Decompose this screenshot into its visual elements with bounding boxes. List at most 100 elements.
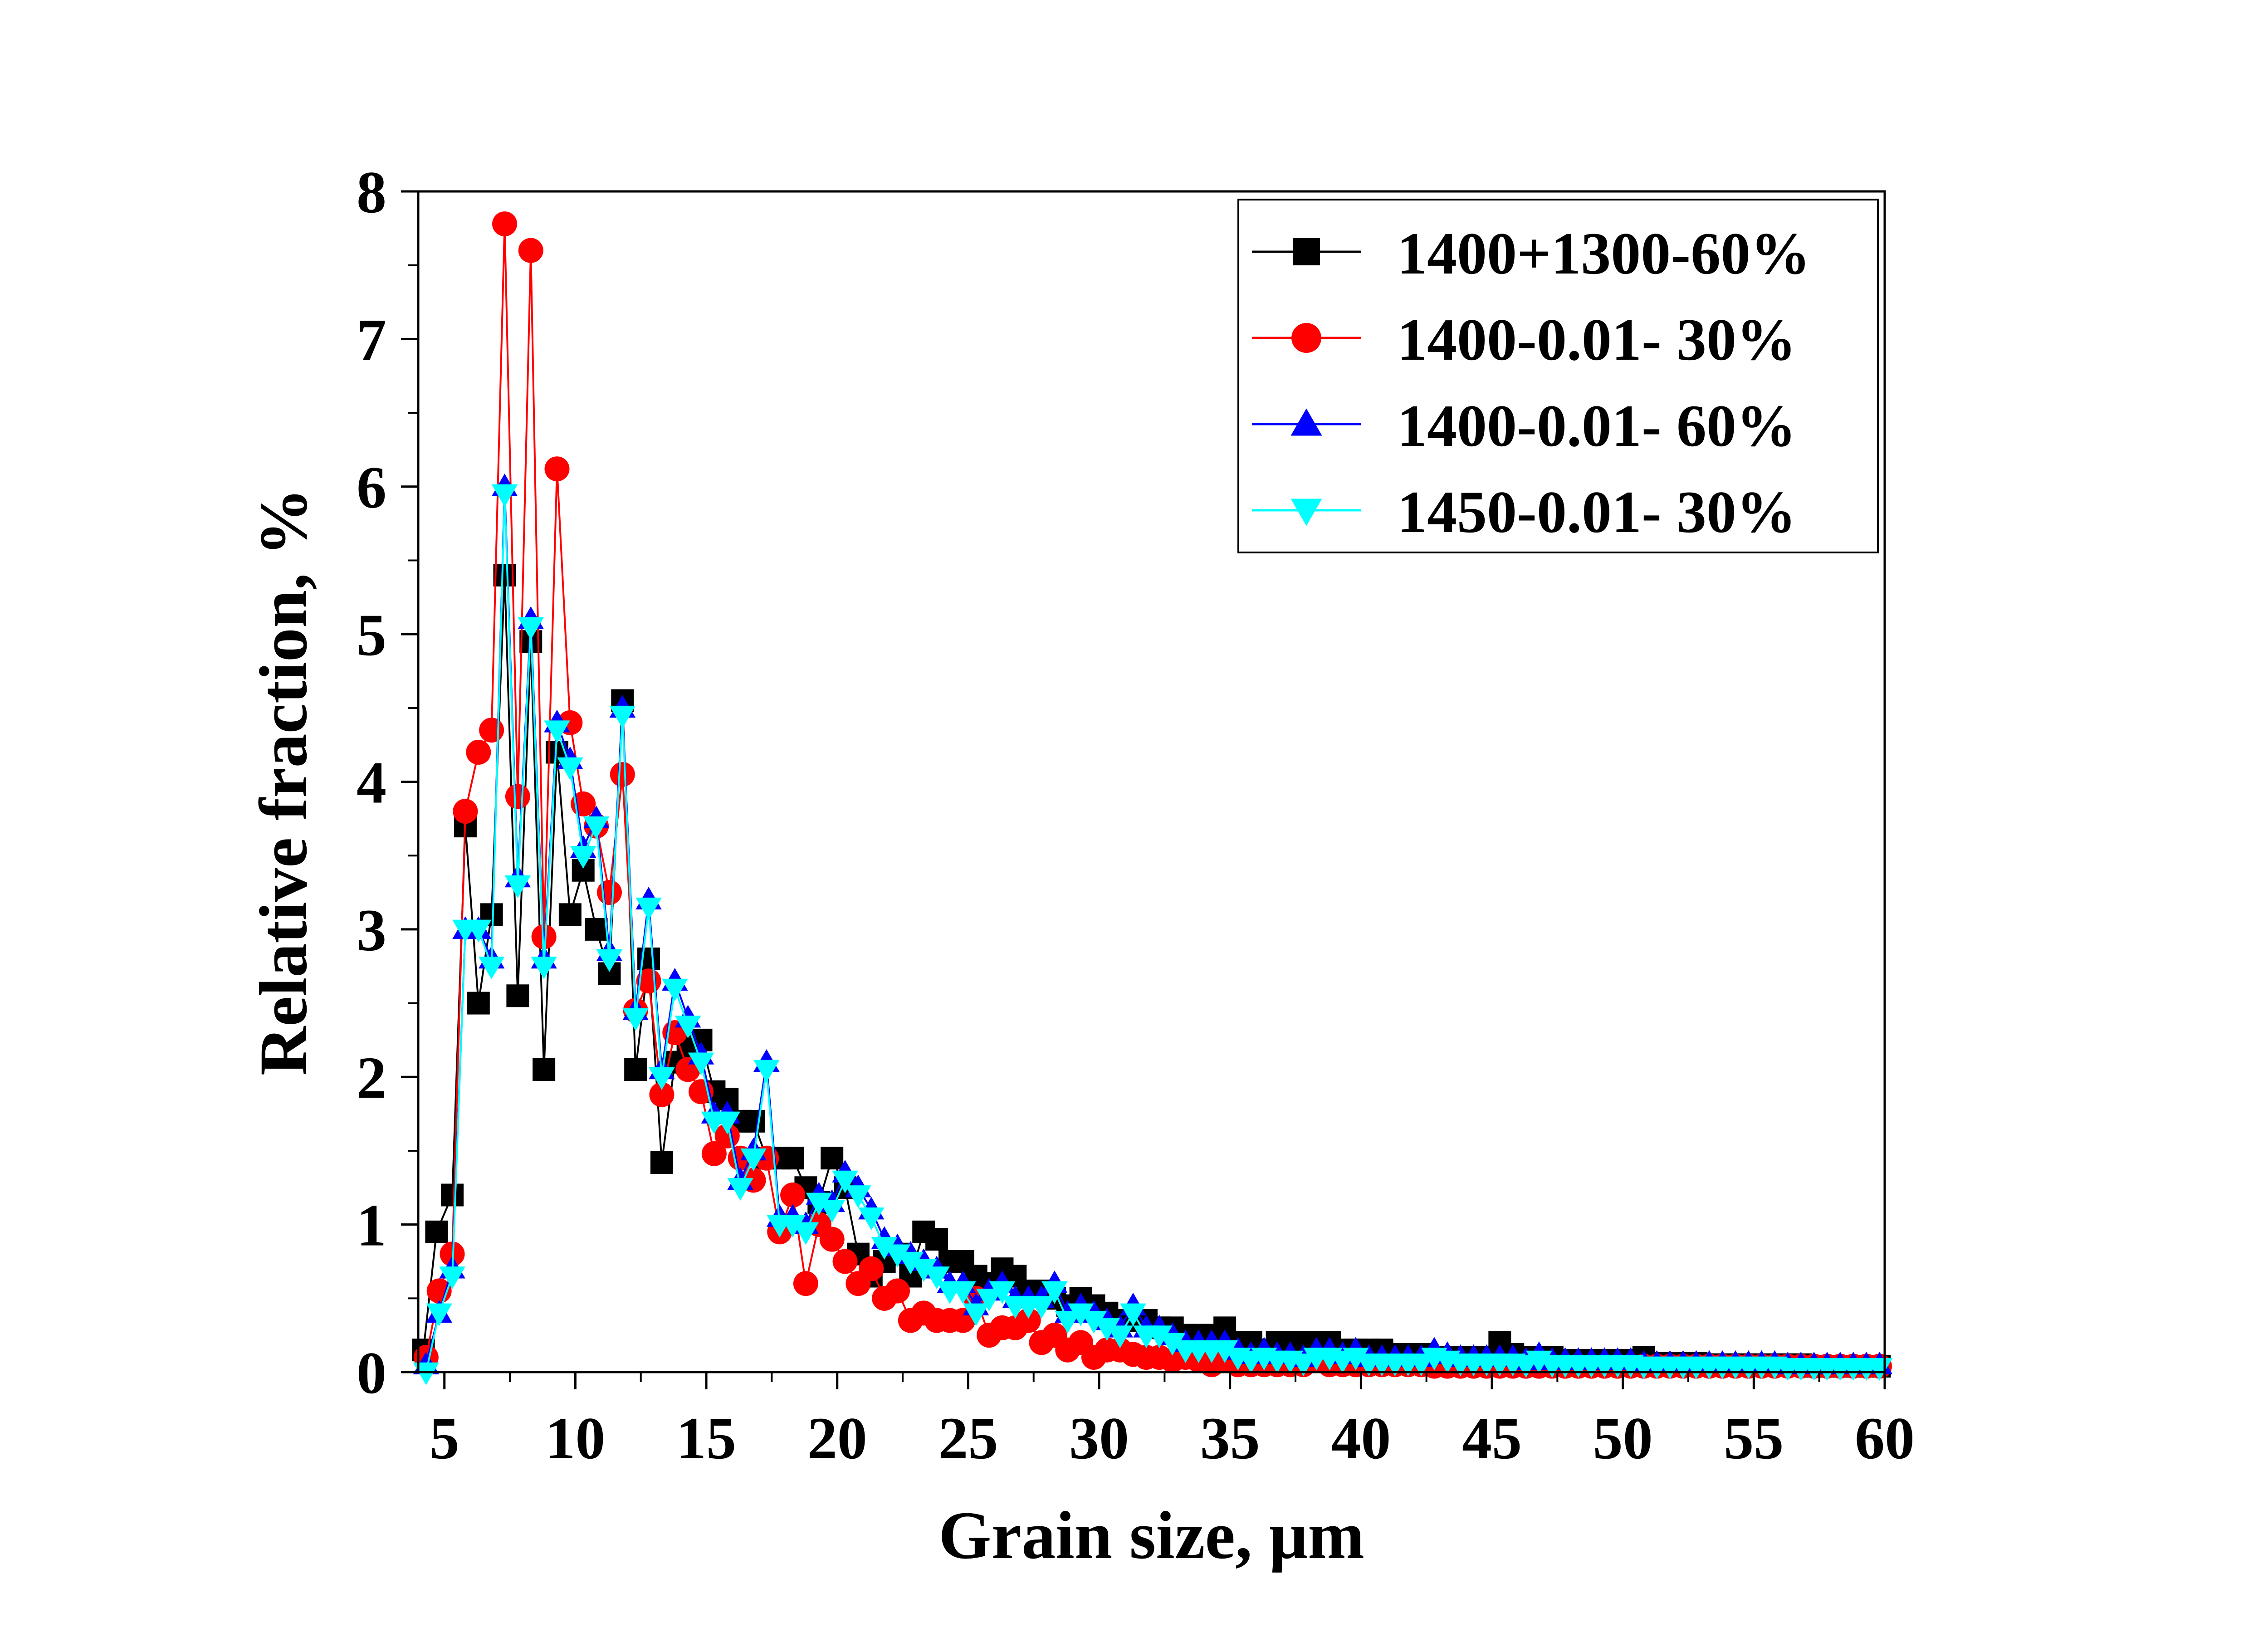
data-point-triangle-down	[1028, 1296, 1055, 1319]
data-point-square	[533, 1058, 556, 1081]
data-point-circle	[1291, 323, 1321, 353]
data-point-triangle-down	[832, 1170, 858, 1193]
data-point-triangle-down	[491, 484, 518, 507]
data-point-triangle-down	[989, 1281, 1016, 1304]
data-point-triangle-down	[950, 1281, 976, 1304]
data-point-triangle-down	[1212, 1340, 1238, 1363]
legend-item: 1400-0.01- 60%	[1252, 392, 1796, 459]
data-point-triangle-down	[518, 617, 544, 640]
data-point-triangle-down	[439, 1266, 465, 1290]
x-tick-label: 15	[676, 1405, 736, 1471]
legend-label: 1450-0.01- 30%	[1397, 479, 1796, 545]
data-point-triangle-down	[963, 1303, 989, 1326]
x-tick-label: 35	[1200, 1405, 1260, 1471]
data-point-triangle-down	[1408, 1354, 1434, 1377]
y-tick-label: 7	[357, 306, 386, 373]
data-point-square	[558, 903, 582, 926]
data-point-triangle-down	[740, 1148, 767, 1171]
data-point-triangle-down	[570, 845, 596, 869]
data-point-square	[742, 1109, 765, 1133]
data-point-triangle-down	[413, 1362, 440, 1385]
data-point-triangle-down	[897, 1251, 924, 1275]
y-tick-label: 2	[357, 1044, 386, 1111]
x-tick-label: 45	[1462, 1405, 1522, 1471]
data-point-triangle-down	[858, 1207, 885, 1231]
y-tick-label: 5	[357, 601, 386, 668]
data-point-circle	[1016, 1308, 1041, 1333]
data-point-triangle-down	[635, 897, 662, 920]
data-point-triangle-down	[819, 1200, 845, 1223]
data-point-triangle-down	[583, 816, 610, 839]
x-tick-label: 50	[1593, 1405, 1653, 1471]
data-point-triangle-down	[688, 1052, 714, 1075]
data-point-triangle-down	[504, 875, 531, 899]
data-point-circle	[859, 1256, 884, 1281]
legend-label: 1400+1300-60%	[1397, 220, 1810, 287]
data-point-triangle-down	[779, 1215, 806, 1238]
x-tick-label: 40	[1331, 1405, 1391, 1471]
data-point-triangle-down	[871, 1237, 898, 1260]
data-point-circle	[453, 799, 478, 824]
legend-label: 1400-0.01- 60%	[1397, 392, 1796, 459]
data-point-triangle-down	[531, 956, 557, 979]
data-point-circle	[466, 739, 491, 765]
legend: 1400+1300-60% 1400-0.01- 30% 1400-0.01- 60…	[1237, 199, 1879, 553]
data-point-circle	[610, 762, 635, 787]
y-tick-label: 4	[357, 749, 386, 816]
x-tick-label: 5	[430, 1405, 459, 1471]
data-point-circle	[885, 1278, 910, 1304]
data-point-square	[585, 918, 608, 941]
data-point-circle	[492, 211, 518, 237]
y-tick-label: 6	[357, 454, 386, 521]
data-point-triangle-down	[478, 956, 505, 979]
data-point-circle	[832, 1249, 858, 1274]
data-point-triangle-down	[1067, 1303, 1094, 1326]
data-point-triangle-down	[662, 978, 688, 1002]
x-tick-label: 60	[1855, 1405, 1915, 1471]
x-tick-label: 30	[1069, 1405, 1129, 1471]
y-tick-label: 0	[357, 1339, 386, 1406]
data-point-triangle-down	[465, 919, 492, 943]
legend-item: 1400-0.01- 30%	[1252, 306, 1796, 373]
data-point-square	[425, 1220, 448, 1243]
data-point-triangle-down	[806, 1192, 832, 1216]
x-tick-label: 20	[807, 1405, 867, 1471]
data-point-circle	[544, 456, 570, 482]
data-point-triangle-down	[1146, 1325, 1173, 1349]
data-point-triangle-down	[1120, 1303, 1146, 1326]
data-point-circle	[596, 880, 622, 905]
data-point-circle	[819, 1227, 845, 1252]
data-point-triangle-down	[609, 705, 636, 728]
x-axis-title: Grain size, μm	[938, 1498, 1364, 1573]
legend-box	[1237, 199, 1879, 553]
series-layer	[412, 211, 1893, 1385]
data-point-triangle-down	[1055, 1310, 1081, 1334]
data-point-square	[441, 1183, 464, 1207]
legend-item: 1400+1300-60%	[1252, 220, 1810, 287]
data-point-square	[925, 1228, 948, 1251]
data-point-triangle-down	[910, 1259, 937, 1282]
data-point-triangle-down	[1290, 1354, 1317, 1377]
x-tick-label: 55	[1724, 1405, 1784, 1471]
data-point-triangle-down	[1080, 1310, 1107, 1334]
y-axis-title: Relative fraction, %	[246, 488, 321, 1075]
data-point-triangle-down	[1041, 1281, 1068, 1304]
data-point-circle	[649, 1082, 675, 1107]
data-point-triangle-down	[1343, 1348, 1369, 1371]
data-point-triangle-down	[792, 1222, 819, 1245]
data-point-triangle-down	[753, 1060, 780, 1083]
data-point-triangle-down	[557, 757, 583, 780]
x-tick-label: 10	[545, 1405, 605, 1471]
data-point-circle	[793, 1271, 818, 1296]
data-point-triangle-down	[1159, 1333, 1186, 1356]
y-tick-label: 1	[357, 1192, 386, 1259]
data-point-square	[506, 984, 529, 1007]
data-point-triangle-down	[976, 1289, 1002, 1312]
data-point-triangle-down	[622, 1008, 649, 1031]
data-point-triangle-down	[1866, 1358, 1893, 1381]
data-point-square	[821, 1147, 844, 1170]
data-point-triangle-down	[1094, 1318, 1120, 1341]
